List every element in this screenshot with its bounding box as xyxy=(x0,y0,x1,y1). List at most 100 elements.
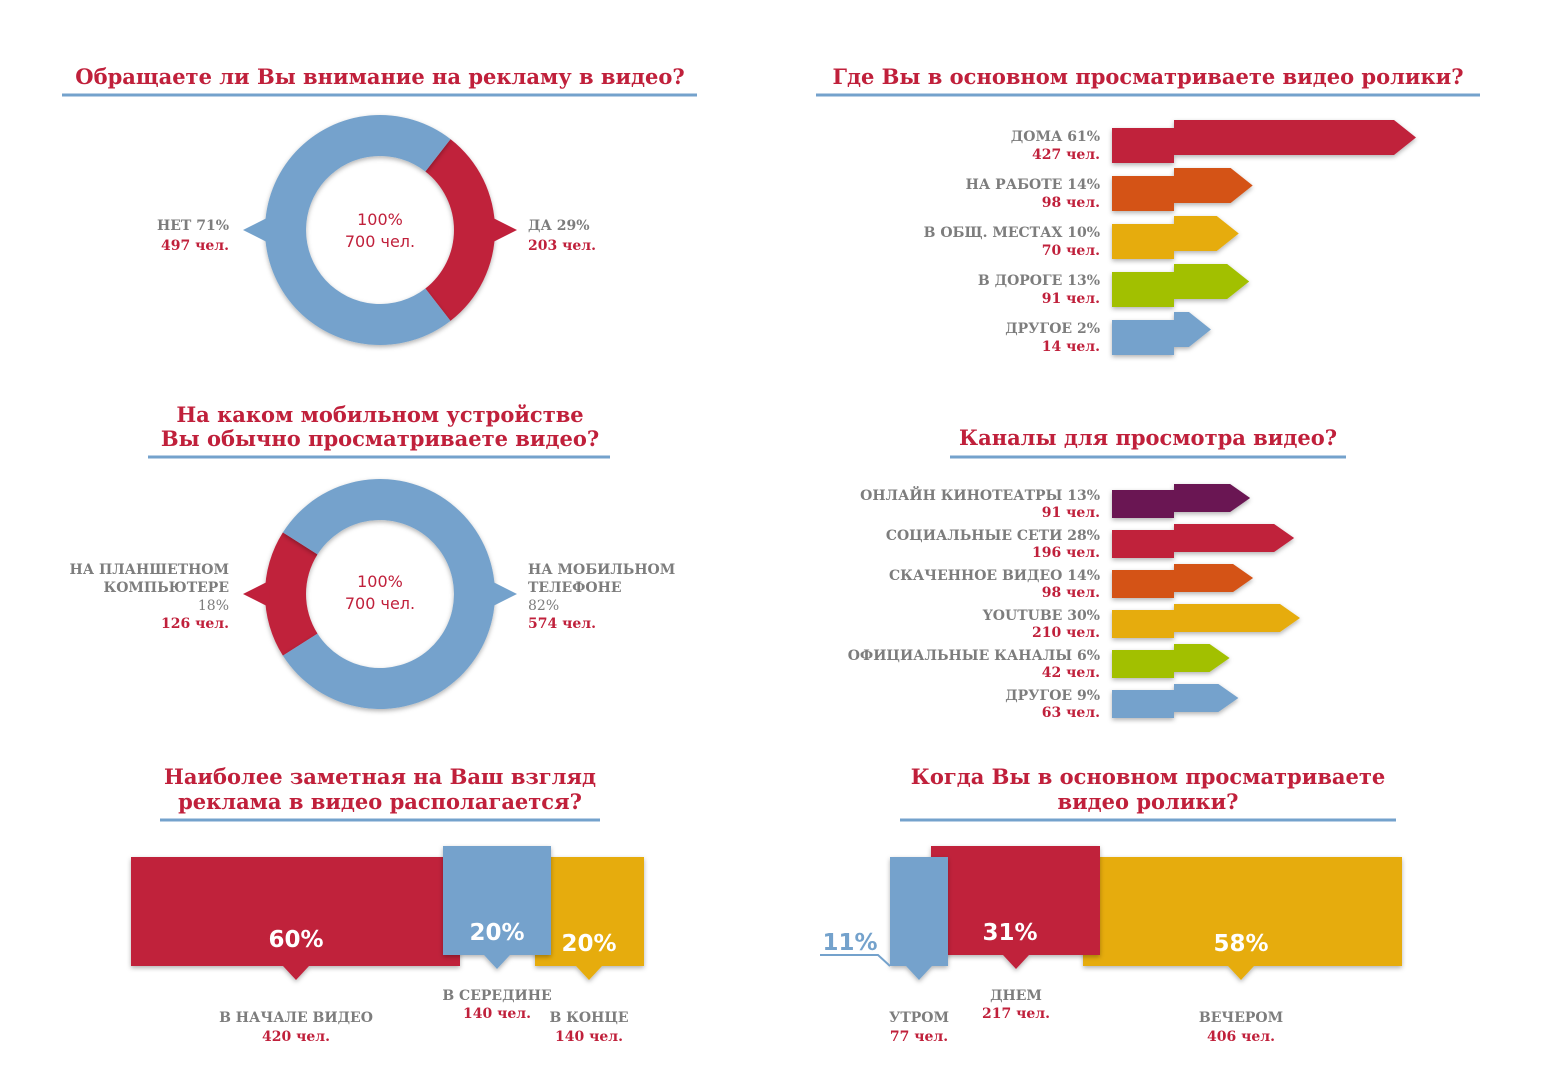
panel-mobile-device: На каком мобильном устройстве Вы обычно … xyxy=(70,402,675,709)
chart-title-line-1: Когда Вы в основном просматриваете xyxy=(911,764,1386,789)
chart-title-line-2: реклама в видео располагается? xyxy=(178,789,582,814)
chart-title-channels: Каналы для просмотра видео? xyxy=(959,425,1337,450)
donut-center-count: 700 чел. xyxy=(345,232,415,251)
bar-count-label: 210 чел. xyxy=(1032,625,1100,641)
bar-beginning xyxy=(131,857,460,980)
donut-center-count: 700 чел. xyxy=(345,594,415,613)
bar-category-label: ОНЛАЙН КИНОТЕАТРЫ 13% xyxy=(860,485,1100,504)
bar-count-label: 91 чел. xyxy=(1042,291,1100,307)
donut-ad-attention xyxy=(243,115,517,345)
donut-slice-phone xyxy=(282,478,496,709)
data-label-end: 20% xyxy=(561,931,616,957)
slice-label-phone-2: ТЕЛЕФОНЕ xyxy=(528,580,622,596)
panel-ad-position: Наиболее заметная на Ваш взгляд реклама … xyxy=(131,764,644,1045)
bar-category-label: НА РАБОТЕ 14% xyxy=(966,177,1100,193)
bars-watch-place: ДОМА 61% 427 чел. НА РАБОТЕ 14% 98 чел. В ОБ… xyxy=(924,120,1416,355)
bar-count-evening: 406 чел. xyxy=(1207,1029,1275,1045)
data-label-middle: 20% xyxy=(469,920,524,946)
bars-channels: ОНЛАЙН КИНОТЕАТРЫ 13%91 чел. СОЦИАЛЬНЫЕ С… xyxy=(848,484,1300,721)
bar-morning xyxy=(890,857,948,980)
data-label-evening: 58% xyxy=(1213,931,1268,957)
bar-category-label: ОФИЦИАЛЬНЫЕ КАНАЛЫ 6% xyxy=(848,648,1100,664)
donut-slice-tablet xyxy=(265,532,318,656)
bar-count-middle: 140 чел. xyxy=(463,1006,531,1022)
donut-slice-yes-pointer xyxy=(490,216,517,244)
chart-title-watch-place: Где Вы в основном просматриваете видео р… xyxy=(832,64,1463,89)
bar-category-label: В ОБЩ. МЕСТАХ 10% xyxy=(924,225,1100,241)
donut-mobile-device xyxy=(243,478,517,709)
bar-count-label: 98 чел. xyxy=(1042,195,1100,211)
bar-count-label: 70 чел. xyxy=(1042,243,1100,259)
donut-center-total: 100% xyxy=(357,210,403,229)
chart-title-line-1: Наиболее заметная на Ваш взгляд xyxy=(164,764,596,789)
bar-label-end: В КОНЦЕ xyxy=(549,1010,628,1026)
donut-slice-phone-pointer xyxy=(490,580,517,608)
panel-ad-attention: Обращаете ли Вы внимание на рекламу в ви… xyxy=(62,64,697,345)
arrow-bar xyxy=(1112,312,1211,355)
panel-channels: Каналы для просмотра видео? ОНЛАЙН КИНОТ… xyxy=(848,425,1346,721)
bar-category-label: СОЦИАЛЬНЫЕ СЕТИ 28% xyxy=(886,528,1100,544)
arrow-bar xyxy=(1112,168,1253,211)
bar-category-label: YOUTUBE 30% xyxy=(982,608,1100,624)
bar-count-label: 196 чел. xyxy=(1032,545,1100,561)
bar-count-label: 427 чел. xyxy=(1032,147,1100,163)
bar-count-label: 42 чел. xyxy=(1042,665,1100,681)
chart-title-line-2: видео ролики? xyxy=(1058,789,1239,814)
bar-middle xyxy=(443,846,551,969)
panel-watch-place: Где Вы в основном просматриваете видео р… xyxy=(816,64,1480,355)
bar-category-label: ДРУГОЕ 9% xyxy=(1005,688,1100,704)
slice-count-phone: 574 чел. xyxy=(528,616,596,632)
data-label-day: 31% xyxy=(982,920,1037,946)
bar-label-day: ДНЕМ xyxy=(990,988,1042,1004)
arrow-bar xyxy=(1112,264,1250,307)
arrow-bar xyxy=(1112,484,1251,518)
donut-slice-tablet-pointer xyxy=(243,580,270,608)
chart-title-ad-attention: Обращаете ли Вы внимание на рекламу в ви… xyxy=(75,64,684,89)
arrow-bar xyxy=(1112,684,1239,718)
chart-title-line-2: Вы обычно просматриваете видео? xyxy=(161,426,599,451)
slice-label-tablet-pct: 18% xyxy=(198,598,229,614)
bar-count-label: 98 чел. xyxy=(1042,585,1100,601)
slice-label-phone-1: НА МОБИЛЬНОМ xyxy=(528,562,675,578)
slice-label-phone-pct: 82% xyxy=(528,598,559,614)
arrow-bar xyxy=(1112,564,1254,598)
bar-count-day: 217 чел. xyxy=(982,1006,1050,1022)
bar-count-label: 14 чел. xyxy=(1042,339,1100,355)
bar-label-middle: В СЕРЕДИНЕ xyxy=(442,988,551,1004)
bar-evening xyxy=(1083,857,1402,980)
bar-count-label: 91 чел. xyxy=(1042,505,1100,521)
arrow-bar xyxy=(1112,216,1239,259)
data-label-beginning: 60% xyxy=(268,927,323,953)
slice-label-tablet-2: КОМПЬЮТЕРЕ xyxy=(103,580,229,596)
bar-label-evening: ВЕЧЕРОМ xyxy=(1199,1010,1283,1026)
slice-label-no: НЕТ 71% xyxy=(157,218,229,234)
bar-end xyxy=(535,857,644,980)
bar-count-end: 140 чел. xyxy=(555,1029,623,1045)
arrow-bar xyxy=(1112,524,1295,558)
bar-category-label: ДРУГОЕ 2% xyxy=(1005,321,1100,337)
donut-slice-yes xyxy=(425,139,495,321)
slice-count-tablet: 126 чел. xyxy=(161,616,229,632)
donut-slice-no xyxy=(264,115,451,345)
bar-day xyxy=(931,846,1100,969)
panel-watch-time: Когда Вы в основном просматриваете видео… xyxy=(820,764,1402,1045)
donut-slice-no-pointer xyxy=(243,216,270,244)
slice-label-yes: ДА 29% xyxy=(528,218,590,234)
arrow-bar xyxy=(1112,604,1300,638)
leader-line-morning xyxy=(820,954,891,967)
arrow-bar xyxy=(1112,644,1230,678)
slice-count-no: 497 чел. xyxy=(161,238,229,254)
slice-count-yes: 203 чел. xyxy=(528,238,596,254)
bar-category-label: В ДОРОГЕ 13% xyxy=(978,273,1100,289)
bar-label-beginning: В НАЧАЛЕ ВИДЕО xyxy=(219,1010,373,1026)
arrow-bar xyxy=(1112,120,1416,163)
bar-category-label: СКАЧЕННОЕ ВИДЕО 14% xyxy=(889,568,1100,584)
bar-count-label: 63 чел. xyxy=(1042,705,1100,721)
data-label-morning: 11% xyxy=(822,930,877,956)
chart-title-line-1: На каком мобильном устройстве xyxy=(176,402,583,427)
bar-count-morning: 77 чел. xyxy=(890,1029,948,1045)
bar-label-morning: УТРОМ xyxy=(889,1010,949,1026)
bar-count-beginning: 420 чел. xyxy=(262,1029,330,1045)
bar-category-label: ДОМА 61% xyxy=(1011,129,1100,145)
